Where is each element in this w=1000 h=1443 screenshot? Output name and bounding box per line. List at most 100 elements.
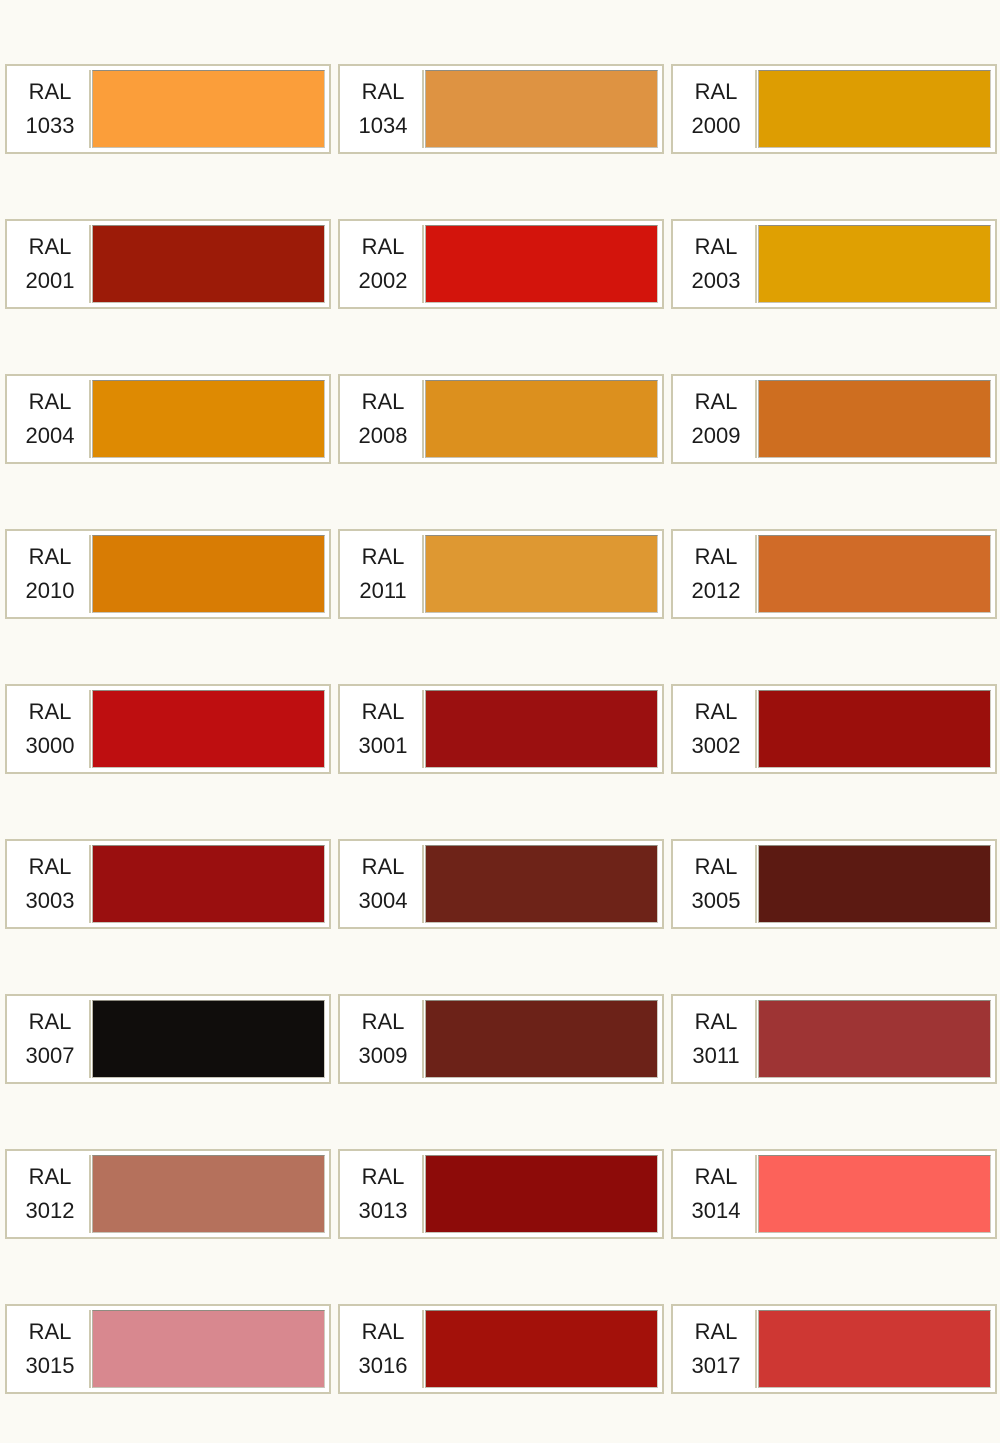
ral-code-label: RAL 3000 — [11, 690, 91, 768]
ral-code-label: RAL 2012 — [677, 535, 757, 613]
color-swatch-2009 — [758, 380, 991, 458]
ral-prefix-text: RAL — [694, 699, 738, 724]
color-swatch-3009 — [425, 1000, 658, 1078]
ral-code-label: RAL 2008 — [344, 380, 424, 458]
ral-prefix-text: RAL — [694, 389, 738, 414]
ral-code-text: 3000 — [25, 733, 75, 758]
color-swatch-2003 — [758, 225, 991, 303]
ral-prefix-text: RAL — [28, 1319, 72, 1344]
color-swatch-2011 — [425, 535, 658, 613]
ral-prefix-text: RAL — [694, 1164, 738, 1189]
ral-code-label: RAL 3014 — [677, 1155, 757, 1233]
ral-card-2010: RAL 2010 — [5, 529, 331, 619]
ral-code-label: RAL 3016 — [344, 1310, 424, 1388]
ral-prefix-text: RAL — [361, 389, 405, 414]
ral-card-2012: RAL 2012 — [671, 529, 997, 619]
ral-card-2003: RAL 2003 — [671, 219, 997, 309]
ral-card-3016: RAL 3016 — [338, 1304, 664, 1394]
ral-code-text: 2003 — [691, 268, 741, 293]
ral-code-label: RAL 2010 — [11, 535, 91, 613]
color-swatch-3014 — [758, 1155, 991, 1233]
color-swatch-3003 — [92, 845, 325, 923]
color-swatch-3001 — [425, 690, 658, 768]
ral-code-label: RAL 2011 — [344, 535, 424, 613]
ral-prefix-text: RAL — [28, 544, 72, 569]
ral-code-text: 2009 — [691, 423, 741, 448]
ral-card-3014: RAL 3014 — [671, 1149, 997, 1239]
ral-prefix-text: RAL — [28, 854, 72, 879]
ral-code-text: 3017 — [691, 1353, 741, 1378]
color-swatch-3013 — [425, 1155, 658, 1233]
ral-card-3012: RAL 3012 — [5, 1149, 331, 1239]
ral-prefix-text: RAL — [361, 79, 405, 104]
color-swatch-3005 — [758, 845, 991, 923]
color-swatch-1033 — [92, 70, 325, 148]
ral-card-2000: RAL 2000 — [671, 64, 997, 154]
color-swatch-3012 — [92, 1155, 325, 1233]
ral-code-label: RAL 2002 — [344, 225, 424, 303]
ral-prefix-text: RAL — [694, 79, 738, 104]
ral-code-text: 2002 — [358, 268, 408, 293]
ral-card-3002: RAL 3002 — [671, 684, 997, 774]
ral-prefix-text: RAL — [28, 389, 72, 414]
ral-card-3009: RAL 3009 — [338, 994, 664, 1084]
ral-card-2002: RAL 2002 — [338, 219, 664, 309]
color-swatch-1034 — [425, 70, 658, 148]
ral-prefix-text: RAL — [361, 854, 405, 879]
ral-prefix-text: RAL — [28, 699, 72, 724]
ral-code-label: RAL 3004 — [344, 845, 424, 923]
ral-prefix-text: RAL — [361, 1164, 405, 1189]
ral-code-text: 2010 — [25, 578, 75, 603]
color-swatch-2010 — [92, 535, 325, 613]
ral-card-3011: RAL 3011 — [671, 994, 997, 1084]
color-swatch-3000 — [92, 690, 325, 768]
color-swatch-2000 — [758, 70, 991, 148]
ral-code-text: 2004 — [25, 423, 75, 448]
color-swatch-2012 — [758, 535, 991, 613]
ral-prefix-text: RAL — [361, 1009, 405, 1034]
ral-code-text: 3012 — [25, 1198, 75, 1223]
ral-prefix-text: RAL — [361, 1319, 405, 1344]
color-swatch-3007 — [92, 1000, 325, 1078]
ral-card-2011: RAL 2011 — [338, 529, 664, 619]
ral-card-3015: RAL 3015 — [5, 1304, 331, 1394]
ral-code-label: RAL 2003 — [677, 225, 757, 303]
ral-prefix-text: RAL — [694, 854, 738, 879]
ral-code-text: 2000 — [691, 113, 741, 138]
ral-code-text: 3011 — [692, 1043, 740, 1068]
ral-code-label: RAL 1034 — [344, 70, 424, 148]
ral-code-label: RAL 3013 — [344, 1155, 424, 1233]
ral-code-label: RAL 2001 — [11, 225, 91, 303]
ral-card-2004: RAL 2004 — [5, 374, 331, 464]
ral-prefix-text: RAL — [28, 1164, 72, 1189]
color-swatch-3017 — [758, 1310, 991, 1388]
ral-color-grid: RAL 1033 RAL 1034 RAL 2000 RAL 2001 RAL … — [5, 64, 997, 1394]
ral-code-label: RAL 3009 — [344, 1000, 424, 1078]
ral-prefix-text: RAL — [694, 234, 738, 259]
ral-code-text: 1033 — [25, 113, 75, 138]
ral-card-2008: RAL 2008 — [338, 374, 664, 464]
ral-code-text: 2012 — [691, 578, 741, 603]
ral-code-label: RAL 1033 — [11, 70, 91, 148]
ral-card-1034: RAL 1034 — [338, 64, 664, 154]
ral-prefix-text: RAL — [28, 1009, 72, 1034]
color-swatch-3015 — [92, 1310, 325, 1388]
ral-prefix-text: RAL — [28, 234, 72, 259]
ral-card-1033: RAL 1033 — [5, 64, 331, 154]
ral-card-3003: RAL 3003 — [5, 839, 331, 929]
ral-code-text: 3015 — [25, 1353, 75, 1378]
ral-code-label: RAL 3002 — [677, 690, 757, 768]
ral-code-label: RAL 2009 — [677, 380, 757, 458]
ral-prefix-text: RAL — [361, 234, 405, 259]
ral-code-text: 3014 — [691, 1198, 741, 1223]
ral-code-label: RAL 3011 — [677, 1000, 757, 1078]
color-swatch-3002 — [758, 690, 991, 768]
ral-card-3005: RAL 3005 — [671, 839, 997, 929]
ral-code-text: 3001 — [358, 733, 408, 758]
color-swatch-3016 — [425, 1310, 658, 1388]
color-swatch-2002 — [425, 225, 658, 303]
ral-prefix-text: RAL — [361, 699, 405, 724]
color-swatch-3011 — [758, 1000, 991, 1078]
ral-code-label: RAL 3001 — [344, 690, 424, 768]
ral-code-text: 3013 — [358, 1198, 408, 1223]
